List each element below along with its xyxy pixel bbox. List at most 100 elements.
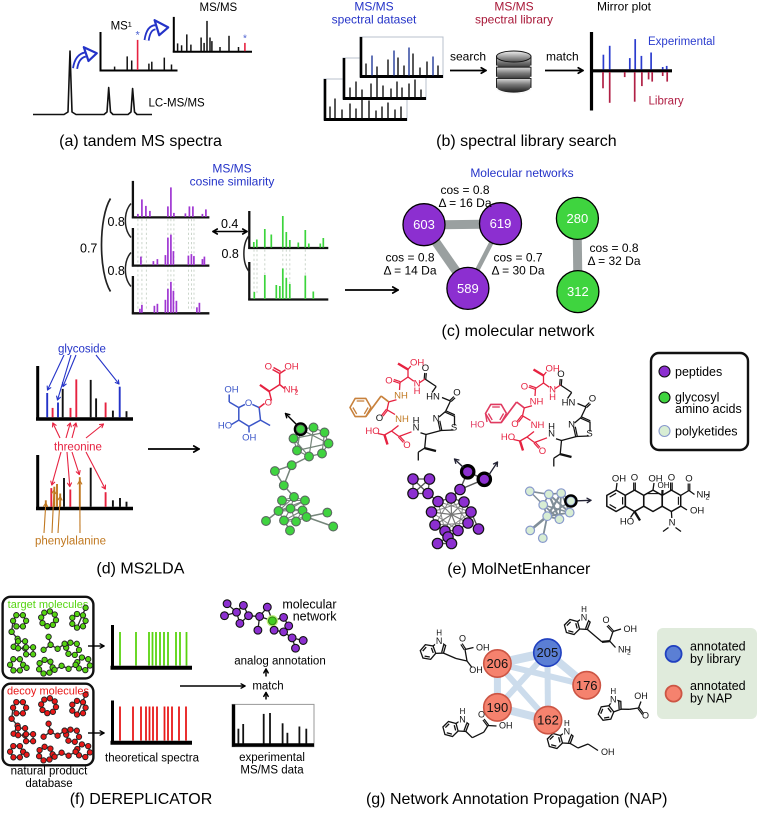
- svg-text:603: 603: [413, 217, 435, 232]
- svg-text:HO: HO: [501, 432, 515, 443]
- svg-text:cos = 0.8: cos = 0.8: [589, 241, 638, 255]
- svg-text:Experimental: Experimental: [648, 36, 715, 48]
- svg-text:O: O: [685, 474, 692, 485]
- svg-text:312: 312: [567, 284, 589, 299]
- svg-text:176: 176: [576, 678, 598, 693]
- svg-text:polyketides: polyketides: [675, 425, 738, 439]
- svg-text:H: H: [548, 422, 555, 433]
- svg-text:HN: HN: [426, 392, 440, 403]
- svg-text:N: N: [669, 518, 676, 529]
- svg-text:by NAP: by NAP: [690, 692, 732, 706]
- svg-text:O: O: [539, 446, 546, 457]
- svg-text:O: O: [589, 394, 596, 405]
- svg-text:HN: HN: [562, 398, 576, 409]
- svg-text:MS¹: MS¹: [111, 21, 132, 33]
- svg-text:O: O: [668, 473, 675, 484]
- svg-text:2: 2: [627, 650, 631, 657]
- svg-text:H: H: [414, 386, 421, 397]
- svg-text:O: O: [453, 388, 460, 399]
- svg-text:OH: OH: [476, 643, 490, 653]
- svg-text:O: O: [403, 440, 410, 451]
- svg-text:H: H: [436, 629, 442, 638]
- svg-text:*: *: [135, 30, 140, 42]
- svg-text:MS/MS data: MS/MS data: [240, 765, 304, 777]
- svg-text:peptides: peptides: [675, 365, 722, 379]
- svg-text:glycoside: glycoside: [58, 344, 106, 356]
- svg-text:O: O: [521, 382, 528, 393]
- svg-text:O: O: [265, 362, 272, 373]
- svg-text:(e) MolNetEnhancer: (e) MolNetEnhancer: [447, 561, 591, 578]
- svg-text:190: 190: [487, 700, 509, 715]
- svg-text:(c) molecular network: (c) molecular network: [442, 323, 596, 340]
- svg-text:Δ = 30 Da: Δ = 30 Da: [491, 264, 544, 278]
- svg-text:OH: OH: [690, 506, 704, 517]
- svg-text:cos = 0.8: cos = 0.8: [440, 183, 489, 197]
- svg-text:Molecular networks: Molecular networks: [470, 166, 573, 180]
- svg-text:NH: NH: [395, 414, 409, 425]
- svg-text:OH: OH: [284, 362, 298, 373]
- svg-text:OH: OH: [612, 474, 626, 485]
- svg-text:MS/MS: MS/MS: [354, 0, 393, 14]
- svg-text:589: 589: [457, 281, 479, 296]
- svg-text:O: O: [245, 398, 252, 409]
- svg-text:(b) spectral library search: (b) spectral library search: [436, 133, 617, 150]
- svg-text:*: *: [243, 34, 247, 45]
- svg-text:0.4: 0.4: [221, 217, 238, 231]
- svg-text:cos = 0.8: cos = 0.8: [385, 251, 434, 265]
- svg-text:619: 619: [490, 216, 512, 231]
- svg-text:OH: OH: [624, 624, 638, 634]
- svg-text:Library: Library: [649, 96, 684, 108]
- svg-text:O: O: [422, 363, 429, 374]
- svg-text:OH: OH: [499, 721, 513, 731]
- svg-text:(a) tandem MS spectra: (a) tandem MS spectra: [59, 133, 222, 150]
- svg-text:MS/MS: MS/MS: [212, 162, 251, 176]
- svg-text:2: 2: [295, 390, 299, 397]
- svg-text:H: H: [549, 392, 556, 403]
- svg-text:NH: NH: [531, 420, 545, 431]
- svg-text:search: search: [450, 50, 486, 64]
- svg-text:H: H: [610, 687, 616, 696]
- svg-text:(g) Network Annotation Propaga: (g) Network Annotation Propagation (NAP): [366, 791, 667, 808]
- svg-text:OH: OH: [469, 665, 483, 675]
- svg-text:cosine similarity: cosine similarity: [190, 175, 275, 189]
- svg-text:HO: HO: [365, 426, 379, 437]
- svg-text:network: network: [293, 610, 338, 624]
- svg-text:206: 206: [487, 656, 509, 671]
- svg-text:H: H: [413, 416, 420, 427]
- svg-text:0.8: 0.8: [108, 264, 125, 278]
- svg-text:experimental: experimental: [239, 752, 305, 764]
- svg-text:H: H: [460, 707, 466, 716]
- svg-text:natural product: natural product: [11, 766, 89, 778]
- svg-text:cos = 0.7: cos = 0.7: [493, 251, 542, 265]
- svg-text:O: O: [557, 369, 564, 380]
- svg-text:O: O: [642, 711, 649, 721]
- svg-text:H: H: [581, 605, 587, 614]
- svg-text:LC-MS/MS: LC-MS/MS: [149, 98, 206, 110]
- svg-text:O: O: [385, 376, 392, 387]
- svg-text:database: database: [25, 778, 72, 790]
- svg-text:match: match: [252, 681, 283, 693]
- svg-text:MS/MS: MS/MS: [494, 0, 533, 14]
- svg-text:Δ = 16 Da: Δ = 16 Da: [438, 196, 491, 210]
- svg-text:0.8: 0.8: [108, 215, 125, 229]
- svg-text:amino acids: amino acids: [675, 402, 742, 416]
- svg-text:O: O: [602, 615, 609, 625]
- svg-text:O: O: [376, 413, 383, 424]
- svg-text:280: 280: [567, 211, 589, 226]
- svg-text:OH: OH: [224, 385, 238, 396]
- svg-text:HO: HO: [470, 420, 484, 431]
- svg-text:OH: OH: [242, 433, 256, 444]
- svg-text:MS/MS: MS/MS: [200, 2, 238, 14]
- svg-text:spectral dataset: spectral dataset: [332, 13, 417, 27]
- svg-text:2: 2: [706, 495, 710, 502]
- svg-text:analog annotation: analog annotation: [234, 656, 325, 668]
- svg-text:O: O: [631, 473, 638, 484]
- svg-text:by library: by library: [690, 652, 741, 666]
- svg-text:match: match: [546, 50, 579, 64]
- svg-text:HO: HO: [620, 517, 634, 528]
- svg-text:(f) DEREPLICATOR: (f) DEREPLICATOR: [70, 791, 213, 808]
- svg-text:phenylalanine: phenylalanine: [35, 536, 106, 548]
- svg-text:H: H: [564, 719, 570, 728]
- svg-text:O: O: [511, 419, 518, 430]
- svg-text:OH: OH: [601, 747, 615, 757]
